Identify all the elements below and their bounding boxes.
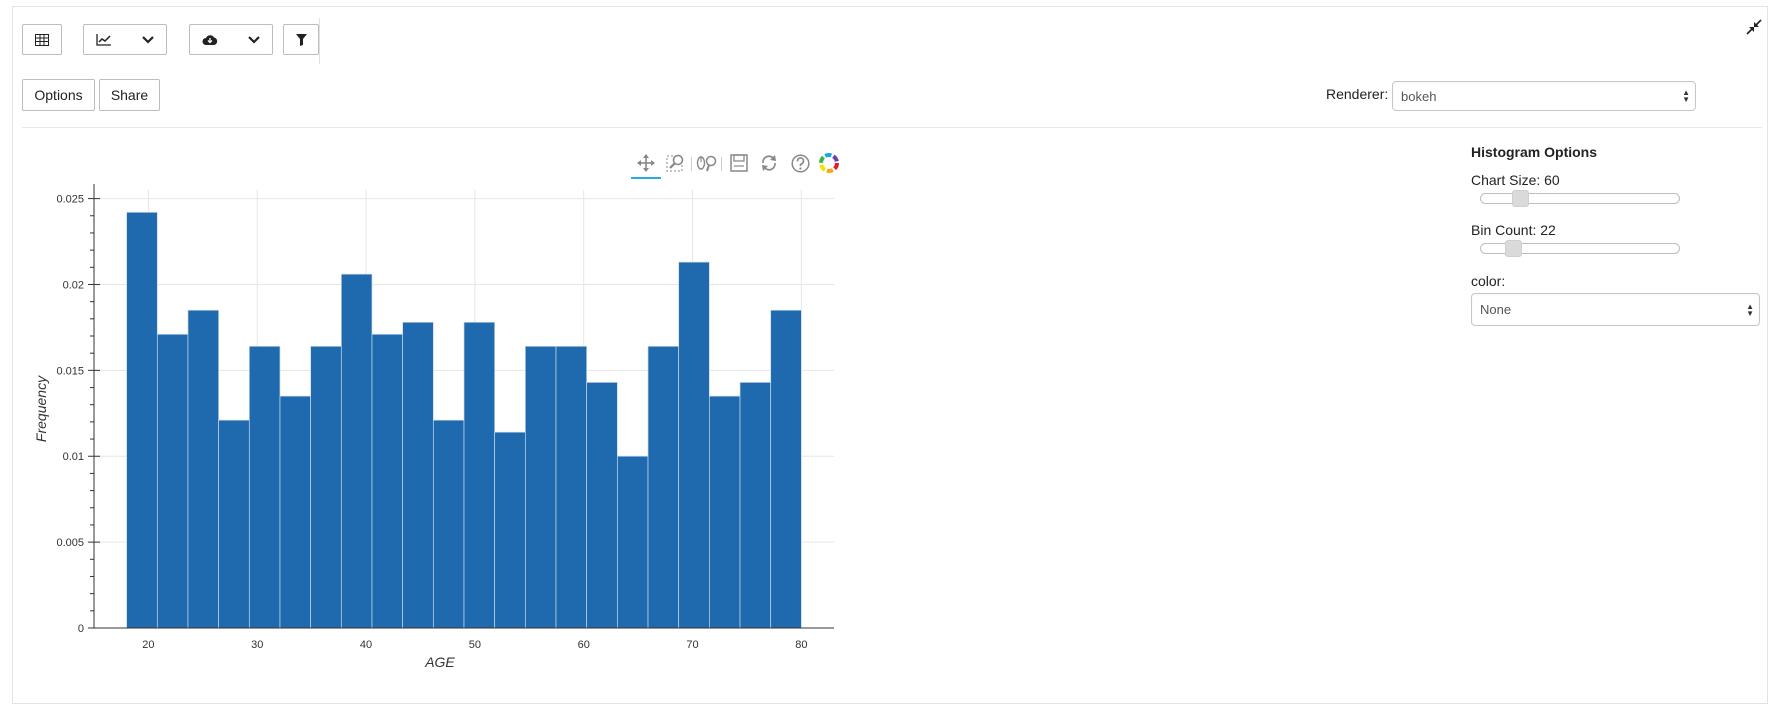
wheel-zoom-tool-button[interactable] xyxy=(694,150,720,176)
tool-separator xyxy=(691,157,692,171)
histogram-bar xyxy=(555,345,588,629)
x-tick-label: 60 xyxy=(578,639,590,651)
save-icon xyxy=(730,154,748,172)
histogram-bar xyxy=(218,419,250,629)
chart-size-slider-handle[interactable] xyxy=(1512,190,1529,207)
y-axis-label: Frequency xyxy=(33,375,49,442)
histogram-bar xyxy=(586,382,618,629)
reset-tool-button[interactable] xyxy=(756,150,782,176)
section-divider xyxy=(22,127,1762,128)
wheel-zoom-icon xyxy=(696,155,717,172)
x-tick-label: 80 xyxy=(795,639,807,651)
histogram-bar xyxy=(708,395,741,629)
toolbar-divider xyxy=(319,18,320,64)
chevron-down-icon xyxy=(248,35,260,44)
filter-icon xyxy=(295,33,307,46)
x-tick-label: 30 xyxy=(251,639,263,651)
bokeh-logo-link[interactable] xyxy=(816,150,842,176)
histogram-bar xyxy=(126,211,158,629)
histogram-bar xyxy=(279,395,312,629)
y-tick-label: 0.015 xyxy=(56,365,84,377)
x-tick-label: 50 xyxy=(469,639,481,651)
select-arrows-icon: ▲ ▼ xyxy=(1682,88,1690,104)
line-chart-icon xyxy=(96,33,111,46)
table-view-button[interactable] xyxy=(22,24,62,55)
chevron-down-icon xyxy=(142,35,154,44)
renderer-select[interactable]: bokeh ▲ ▼ xyxy=(1392,81,1696,111)
histogram-bar xyxy=(187,309,220,629)
chart-size-label: Chart Size: 60 xyxy=(1471,172,1560,188)
chart-size-slider[interactable] xyxy=(1480,190,1680,207)
histogram-bar xyxy=(647,345,680,629)
histogram-bar xyxy=(432,419,465,629)
save-tool-button[interactable] xyxy=(726,150,752,176)
renderer-select-value: bokeh xyxy=(1401,88,1437,104)
table-icon xyxy=(35,33,49,46)
box-zoom-tool-button[interactable] xyxy=(663,150,689,176)
histogram-bar xyxy=(770,309,802,629)
y-tick-label: 0 xyxy=(78,623,84,635)
histogram-bar xyxy=(371,333,404,629)
histogram-bar xyxy=(678,261,710,629)
histogram-bar xyxy=(248,345,281,629)
chart-toolbar xyxy=(630,150,844,180)
histogram-chart[interactable]: 20 30 40 50 60 70 80 0 0.005 0.01 0.015 0.02 0.025 AG… xyxy=(22,180,842,680)
pan-tool-button[interactable] xyxy=(633,150,659,176)
x-tick-label: 20 xyxy=(142,639,154,651)
color-select-value: None xyxy=(1480,302,1512,317)
filter-button[interactable] xyxy=(283,24,319,55)
histogram-bar xyxy=(616,455,649,629)
reset-icon xyxy=(762,155,776,171)
pan-icon xyxy=(637,154,655,172)
histogram-bar xyxy=(310,345,342,629)
color-label: color: xyxy=(1471,273,1506,289)
options-button[interactable]: Options xyxy=(22,79,95,111)
color-select[interactable]: None ▲ ▼ xyxy=(1471,293,1760,326)
histogram-bar xyxy=(463,321,496,629)
renderer-label: Renderer: xyxy=(1326,86,1389,102)
y-tick-label: 0.005 xyxy=(56,537,84,549)
export-dropdown[interactable] xyxy=(189,24,273,55)
share-button[interactable]: Share xyxy=(99,79,160,111)
chart-type-dropdown[interactable] xyxy=(83,24,167,55)
box-zoom-icon xyxy=(666,154,684,172)
histogram-options-title: Histogram Options xyxy=(1471,144,1598,160)
y-tick-label: 0.01 xyxy=(63,451,84,463)
histogram-bar xyxy=(156,333,189,629)
histogram-bar xyxy=(402,321,434,629)
y-tick-label: 0.025 xyxy=(56,194,84,206)
bin-count-slider[interactable] xyxy=(1480,240,1680,257)
select-arrows-icon: ▲ ▼ xyxy=(1746,301,1754,318)
help-tool-button[interactable] xyxy=(787,150,813,176)
x-axis-label: AGE xyxy=(424,654,455,670)
histogram-bar xyxy=(524,345,557,629)
bin-count-slider-handle[interactable] xyxy=(1505,240,1522,257)
tool-separator xyxy=(721,157,722,171)
histogram-bar xyxy=(739,382,772,629)
collapse-icon[interactable] xyxy=(1745,18,1763,36)
histogram-bar xyxy=(494,431,526,629)
active-tool-indicator xyxy=(631,177,661,179)
help-icon xyxy=(790,153,810,173)
y-tick-label: 0.02 xyxy=(63,279,84,291)
x-tick-label: 70 xyxy=(686,639,698,651)
bokeh-logo-icon xyxy=(819,153,839,173)
histogram-bar xyxy=(340,273,373,629)
cloud-download-icon xyxy=(202,34,218,45)
x-tick-label: 40 xyxy=(360,639,372,651)
bin-count-label: Bin Count: 22 xyxy=(1471,222,1556,238)
